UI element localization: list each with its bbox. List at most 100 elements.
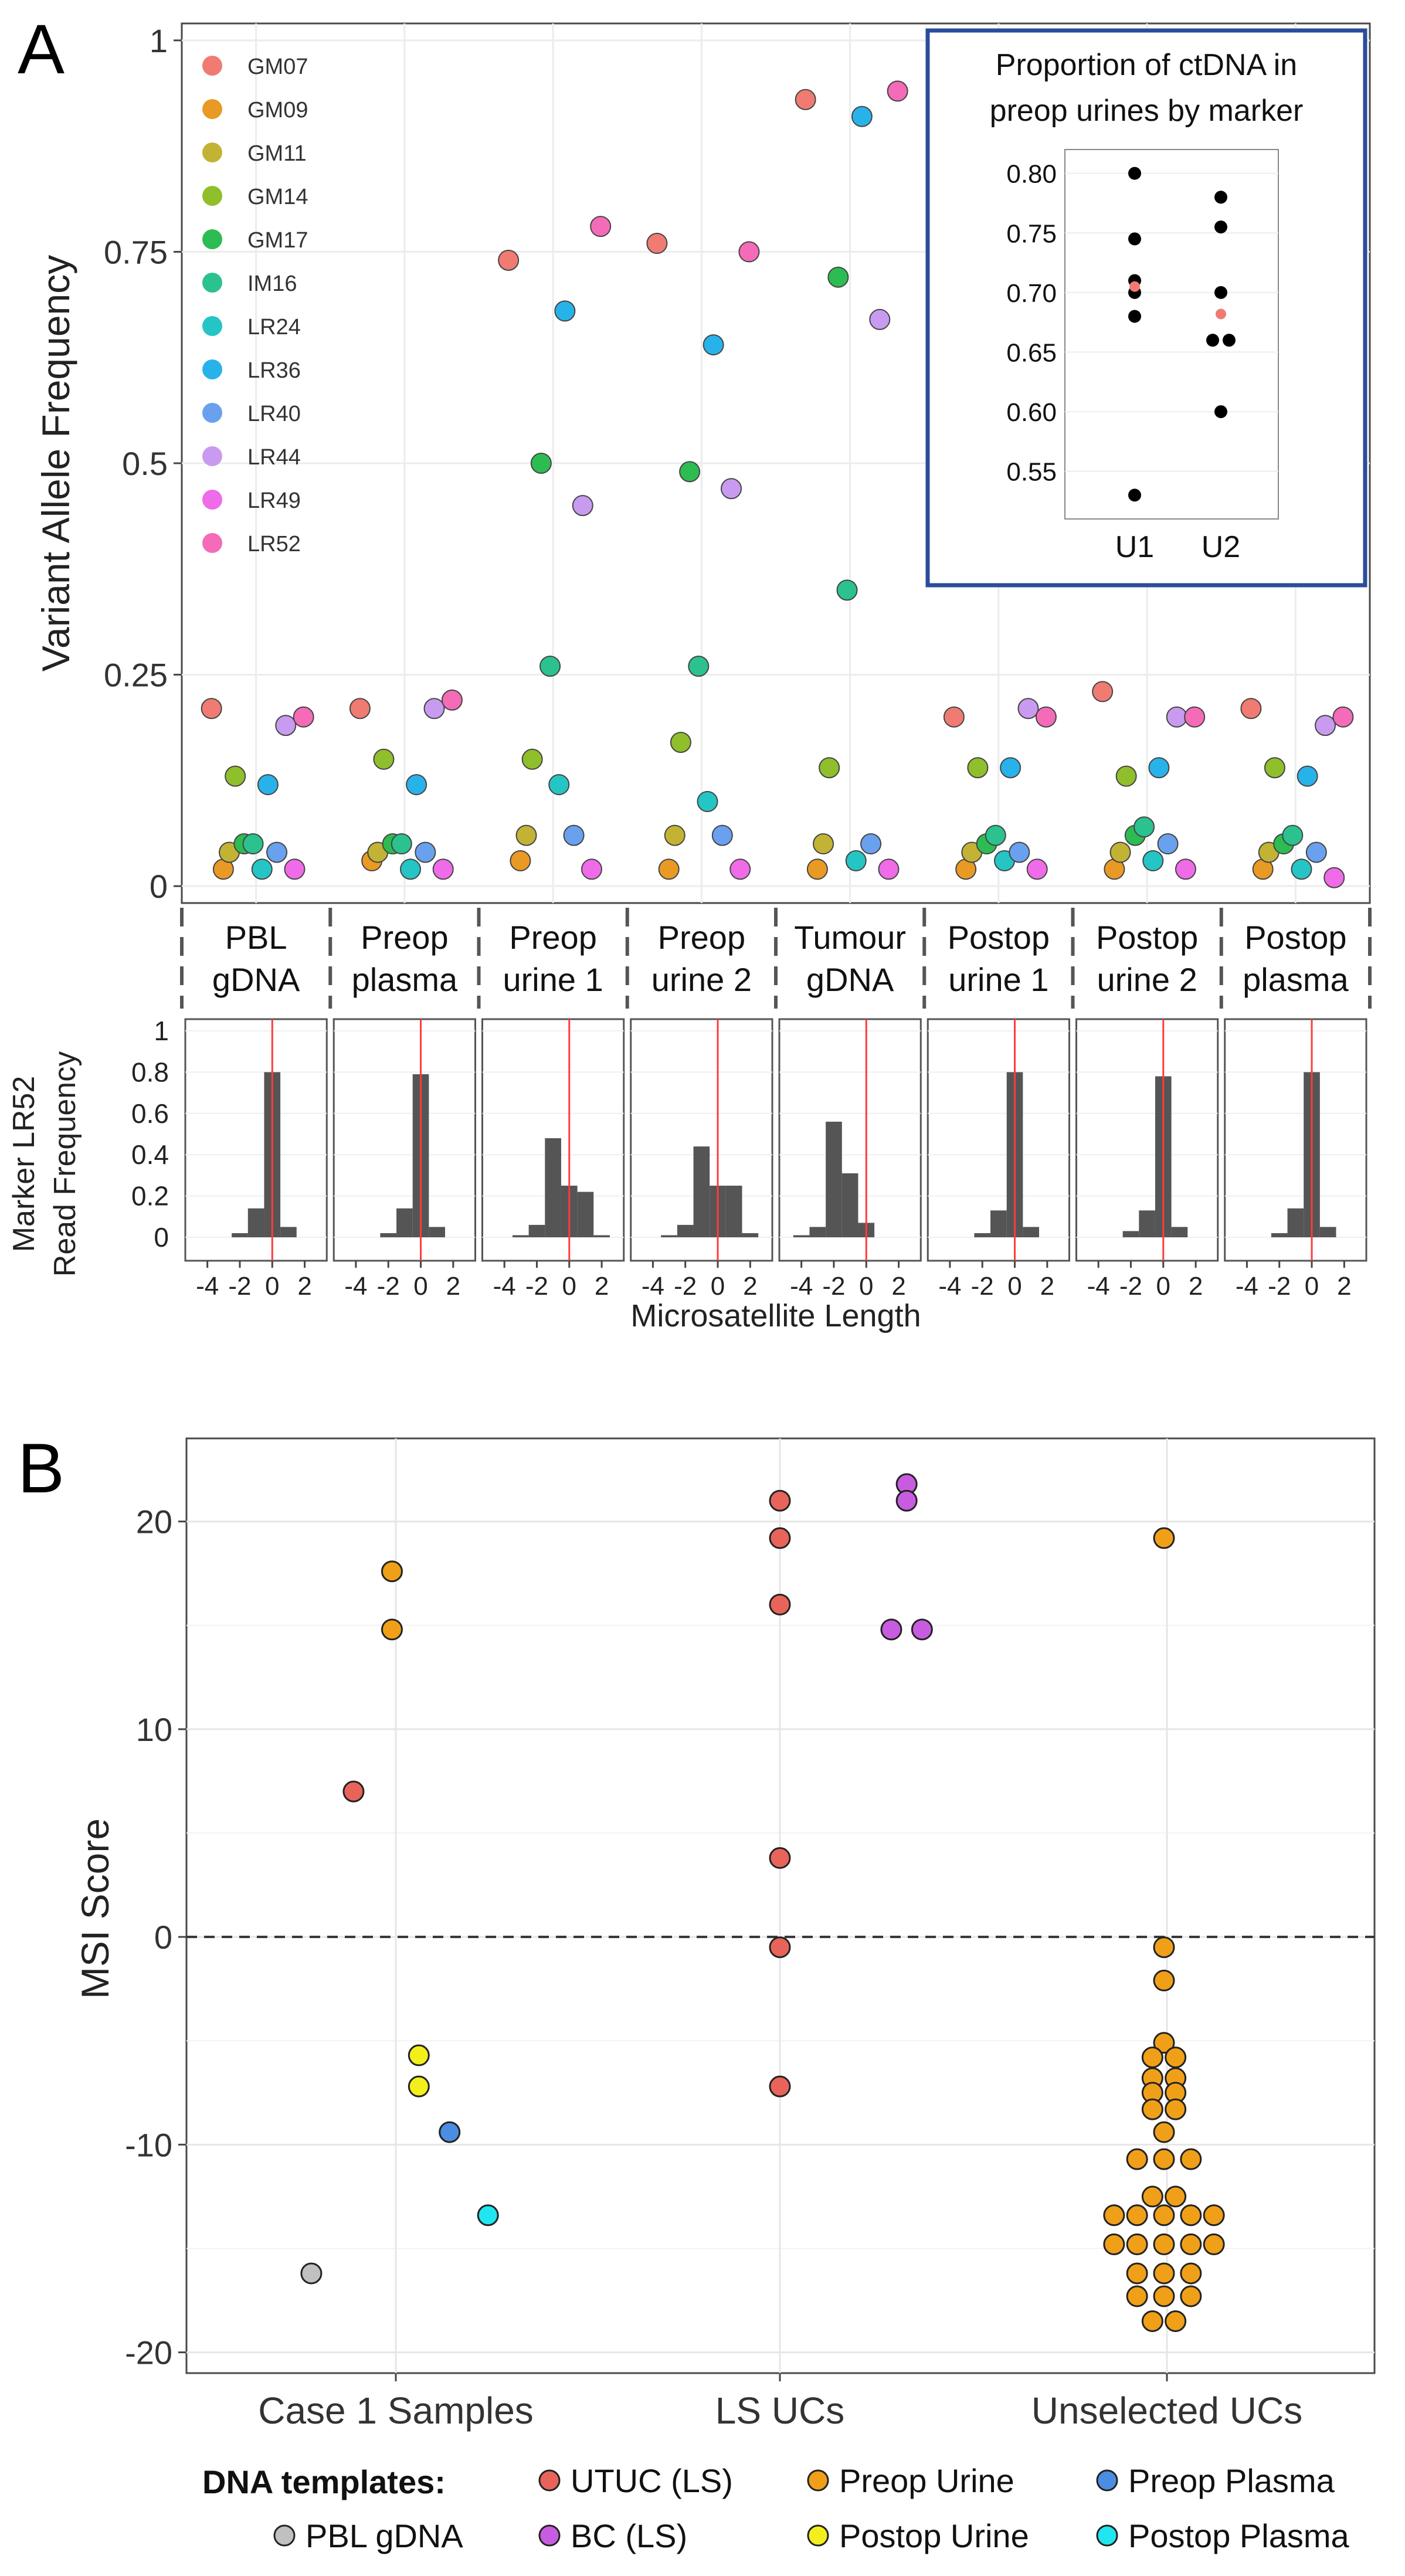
msi-point-preop-urine xyxy=(1153,2032,1175,2054)
sample-label-line1: PBL xyxy=(225,919,287,956)
msi-point-preop-urine xyxy=(1153,1970,1175,1992)
msi-point-bc-ls- xyxy=(911,1618,933,1641)
inset-point-markers xyxy=(1214,286,1227,299)
msi-point-preop-urine xyxy=(1153,2121,1175,2143)
legend-key-lr49 xyxy=(202,490,222,510)
vaf-point-gm07 xyxy=(1240,698,1262,719)
inset-point-markers xyxy=(1128,488,1141,502)
panel-a-y-axis: 0 0.25 0.5 0.75 1 xyxy=(104,22,182,905)
vaf-point-gm14 xyxy=(967,757,989,779)
vaf-point-gm17 xyxy=(530,453,552,474)
msi-xtick-label: Unselected UCs xyxy=(1031,2390,1302,2432)
legend-title: DNA templates: xyxy=(202,2463,446,2500)
histogram-xtick-label: 2 xyxy=(743,1272,757,1301)
vaf-point-lr52 xyxy=(1184,706,1206,728)
msi-point-pbl-gdna xyxy=(300,2262,323,2285)
legend-label-bc-ls-: BC (LS) xyxy=(571,2517,687,2554)
msi-point-postop-urine xyxy=(408,2044,430,2066)
vaf-point-lr44 xyxy=(869,308,891,330)
vaf-ytick-label: 0.5 xyxy=(122,445,168,482)
vaf-point-gm14 xyxy=(373,748,395,770)
histogram-bar xyxy=(793,1235,810,1237)
vaf-point-lr44 xyxy=(1166,706,1187,728)
inset-ytick-label: 0.80 xyxy=(1006,160,1057,189)
histogram-bar xyxy=(677,1224,694,1237)
vaf-point-gm11 xyxy=(515,824,537,846)
legend-key-gm09 xyxy=(202,99,222,119)
legend-key-lr36 xyxy=(202,359,222,379)
histogram-xtick-label: -4 xyxy=(790,1272,813,1301)
histogram-bar xyxy=(1319,1227,1336,1237)
vaf-point-lr40 xyxy=(415,841,436,863)
vaf-point-lr24 xyxy=(251,858,273,880)
legend-label-gm07: GM07 xyxy=(247,55,308,79)
inset-ytick-label: 0.65 xyxy=(1006,338,1057,367)
legend-key-postop-plasma xyxy=(1096,2524,1118,2547)
histogram-xtick-label: 0 xyxy=(1305,1272,1319,1301)
vaf-point-lr24 xyxy=(1142,850,1164,871)
vaf-ytick-label: 0 xyxy=(150,868,168,905)
inset-xtick-label: U1 xyxy=(1115,530,1154,564)
legend-label-postop-plasma: Postop Plasma xyxy=(1128,2517,1349,2554)
histogram-xtick-label: -2 xyxy=(971,1272,994,1301)
vaf-point-lr40 xyxy=(563,824,585,846)
vaf-point-lr36 xyxy=(257,774,279,796)
vaf-point-gm14 xyxy=(1264,757,1285,779)
vaf-point-lr49 xyxy=(432,858,454,880)
histogram-xtick-label: 2 xyxy=(891,1272,905,1301)
histogram-xtick-label: -4 xyxy=(642,1272,664,1301)
sample-label-line2: gDNA xyxy=(806,961,894,998)
histogram-ytick-label: 1 xyxy=(154,1016,169,1046)
vaf-point-lr52 xyxy=(293,706,314,728)
sample-label-line2: plasma xyxy=(1243,961,1349,998)
vaf-point-lr36 xyxy=(406,774,427,796)
vaf-point-lr52 xyxy=(590,216,612,237)
vaf-point-gm07 xyxy=(646,233,668,254)
vaf-point-lr52 xyxy=(887,80,908,102)
inset-ytick-label: 0.60 xyxy=(1006,398,1057,427)
msi-point-utuc-ls- xyxy=(769,1936,791,1959)
msi-ytick-label: 20 xyxy=(136,1503,172,1540)
vaf-point-im16 xyxy=(688,656,710,677)
vaf-point-lr40 xyxy=(711,824,733,846)
msi-point-preop-urine xyxy=(1126,2262,1148,2285)
legend-key-pbl-gdna xyxy=(273,2524,296,2547)
msi-point-preop-urine xyxy=(1203,2233,1225,2255)
vaf-point-gm14 xyxy=(819,757,840,779)
lr52-histograms: -4 -2 0 2 -4 -2 0 2 -4 -2 0 2 -4 -2 0 2 -4 -2 0 2 -4 -2 0 2 -4 -2… xyxy=(131,1016,1367,1301)
histogram-xlabel: Microsatellite Length xyxy=(630,1298,921,1333)
vaf-point-gm14 xyxy=(521,748,543,770)
msi-point-preop-urine xyxy=(1180,2262,1202,2285)
vaf-point-lr49 xyxy=(1026,858,1048,880)
histogram-xtick-label: 0 xyxy=(562,1272,576,1301)
msi-point-preop-urine xyxy=(1126,2285,1148,2307)
histogram-bar xyxy=(693,1146,710,1237)
legend-key-gm07 xyxy=(202,56,222,76)
msi-point-bc-ls- xyxy=(880,1618,902,1641)
inset-y-axis: 0.55 0.60 0.65 0.70 0.75 0.80 xyxy=(1006,160,1278,487)
histogram-xtick-label: 0 xyxy=(1156,1272,1170,1301)
vaf-ytick-label: 0.75 xyxy=(104,233,168,270)
legend-label-utuc-ls-: UTUC (LS) xyxy=(571,2462,733,2499)
panel-a-gridlines xyxy=(182,23,1370,903)
msi-point-utuc-ls- xyxy=(769,1847,791,1869)
histogram-xtick-label: 2 xyxy=(446,1272,460,1301)
histogram-ytick-label: 0.4 xyxy=(131,1139,169,1170)
inset-points xyxy=(1128,167,1236,502)
inset-ytick-label: 0.70 xyxy=(1006,279,1057,308)
histogram-bar xyxy=(280,1227,297,1237)
msi-points xyxy=(300,1473,1225,2332)
histogram-xtick-label: -4 xyxy=(196,1272,219,1301)
vaf-point-lr36 xyxy=(1297,765,1318,787)
sample-label-line2: urine 1 xyxy=(948,961,1048,998)
legend-key-lr52 xyxy=(202,533,222,553)
msi-point-utuc-ls- xyxy=(342,1780,365,1803)
vaf-points xyxy=(201,80,1354,888)
vaf-point-lr44 xyxy=(1315,715,1336,737)
histogram-xtick-label: -4 xyxy=(938,1272,961,1301)
vaf-point-lr52 xyxy=(441,689,463,711)
vaf-point-gm14 xyxy=(670,731,691,753)
msi-point-preop-urine xyxy=(381,1560,403,1583)
msi-point-postop-urine xyxy=(408,2075,430,2098)
